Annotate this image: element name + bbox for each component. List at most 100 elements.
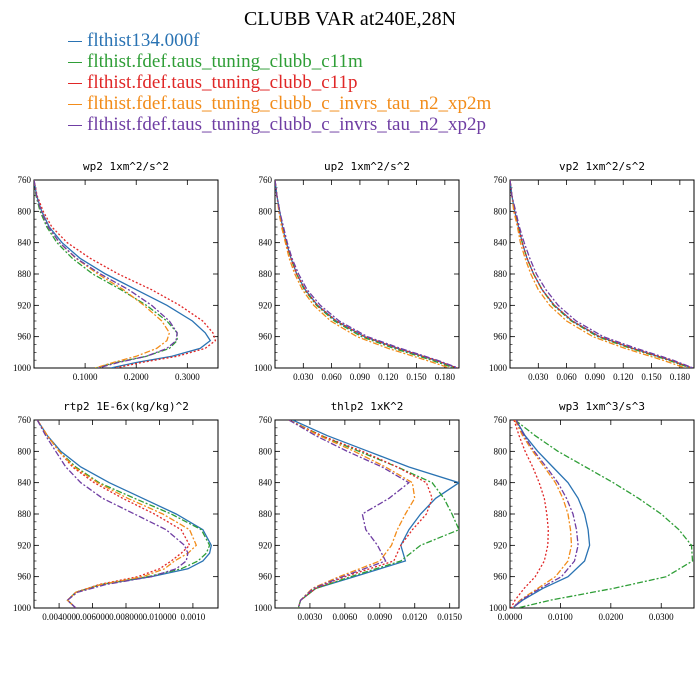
y-tick-label: 840	[18, 238, 32, 248]
y-tick-label: 800	[18, 446, 32, 456]
y-tick-label: 800	[494, 206, 508, 216]
panel-1: up2 1xm^2/s^2 760 800 840 880 920 960 1000 0.030…	[254, 160, 460, 382]
x-tick-label: 0.090	[350, 372, 371, 382]
series-line	[512, 420, 573, 608]
x-tick-label: 0.120	[613, 372, 634, 382]
y-tick-label: 760	[18, 415, 32, 425]
x-tick-label: 0.0300	[649, 612, 674, 622]
x-tick-label: 0.0090	[367, 612, 392, 622]
y-tick-label: 1000	[13, 363, 32, 373]
x-tick-label: 0.120	[378, 372, 399, 382]
plot-frame	[33, 179, 219, 369]
y-tick-label: 840	[494, 238, 508, 248]
series-line	[510, 180, 686, 368]
panel-3: rtp2 1E-6x(kg/kg)^2 760 800 840 880 920 960 100…	[13, 400, 219, 622]
panel-title: thlp2 1xK^2	[331, 400, 404, 413]
y-tick-label: 760	[494, 175, 508, 185]
y-tick-label: 920	[494, 300, 508, 310]
panel-5: wp3 1xm^3/s^3 760 800 840 880 920 960 10000.000…	[489, 400, 695, 622]
series-line	[34, 180, 178, 368]
y-tick-label: 760	[259, 415, 273, 425]
y-tick-label: 1000	[254, 603, 273, 613]
legend-swatch	[68, 125, 82, 126]
y-tick-label: 800	[18, 206, 32, 216]
x-tick-label: 0.180	[435, 372, 456, 382]
x-tick-label: 0.0030	[298, 612, 323, 622]
y-tick-label: 800	[259, 446, 273, 456]
plot-frame	[509, 419, 695, 609]
x-tick-label: 0.006000	[76, 612, 110, 622]
series-line	[36, 420, 191, 608]
y-tick-label: 840	[494, 478, 508, 488]
y-tick-label: 1000	[489, 603, 508, 613]
y-tick-label: 960	[494, 572, 508, 582]
series-line	[34, 180, 212, 368]
y-tick-label: 960	[18, 572, 32, 582]
series-line	[288, 420, 459, 608]
x-tick-label: 0.0150	[437, 612, 462, 622]
y-tick-label: 960	[18, 332, 32, 342]
legend-label: flthist134.000f	[87, 30, 200, 51]
y-tick-label: 880	[259, 269, 273, 279]
series-line	[36, 420, 198, 608]
legend-item: flthist.fdef.taus_tuning_clubb_c11m	[68, 51, 491, 72]
y-tick-label: 1000	[489, 363, 508, 373]
y-tick-label: 840	[259, 478, 273, 488]
y-tick-label: 880	[18, 509, 32, 519]
y-tick-label: 880	[18, 269, 32, 279]
x-tick-label: 0.030	[528, 372, 549, 382]
legend-item: flthist134.000f	[68, 30, 491, 51]
legend-swatch	[68, 104, 82, 105]
series-line	[514, 420, 694, 608]
x-tick-label: 0.0200	[598, 612, 623, 622]
x-tick-label: 0.0120	[402, 612, 427, 622]
y-tick-label: 960	[259, 332, 273, 342]
x-tick-label: 0.004000	[42, 612, 76, 622]
series-line	[510, 420, 549, 608]
x-tick-label: 0.010000	[143, 612, 177, 622]
panel-0: wp2 1xm^2/s^2 760 800 840 880 920 960 1000 0.100…	[13, 160, 219, 382]
series-line	[275, 180, 458, 368]
x-tick-label: 0.060	[556, 372, 577, 382]
series-line	[288, 420, 411, 608]
y-tick-label: 760	[18, 175, 32, 185]
y-tick-label: 1000	[254, 363, 273, 373]
y-tick-label: 840	[259, 238, 273, 248]
x-tick-label: 0.180	[670, 372, 691, 382]
y-tick-label: 920	[259, 300, 273, 310]
series-line	[292, 420, 459, 608]
y-tick-label: 760	[259, 175, 273, 185]
y-tick-label: 800	[494, 446, 508, 456]
series-line	[512, 420, 591, 608]
x-tick-label: 0.3000	[175, 372, 200, 382]
panel-title: up2 1xm^2/s^2	[324, 160, 410, 173]
y-tick-label: 920	[259, 540, 273, 550]
panel-4: thlp2 1xK^2 760 800 840 880 920 960 1000 0.0030 0…	[254, 400, 463, 622]
y-tick-label: 760	[494, 415, 508, 425]
legend-label: flthist.fdef.taus_tuning_clubb_c_invrs_t…	[87, 93, 492, 114]
x-tick-label: 0.030	[293, 372, 314, 382]
y-tick-label: 920	[18, 540, 32, 550]
x-tick-label: 0.2000	[124, 372, 149, 382]
x-tick-label: 0.008000	[109, 612, 143, 622]
series-line	[288, 420, 416, 608]
legend-swatch	[68, 83, 82, 84]
legend-item: flthist.fdef.taus_tuning_clubb_c_invrs_t…	[68, 114, 491, 135]
x-tick-label: 0.150	[406, 372, 427, 382]
legend-swatch	[68, 41, 82, 42]
x-tick-label: 0.0100	[548, 612, 573, 622]
x-tick-label: 0.060	[321, 372, 342, 382]
legend-label: flthist.fdef.taus_tuning_clubb_c11m	[87, 51, 363, 72]
y-tick-label: 920	[494, 540, 508, 550]
y-tick-label: 880	[259, 509, 273, 519]
x-tick-label: 0.0010	[181, 612, 206, 622]
legend-item: flthist.fdef.taus_tuning_clubb_c_invrs_t…	[68, 93, 491, 114]
y-tick-label: 880	[494, 269, 508, 279]
series-line	[275, 180, 450, 368]
panel-title: wp3 1xm^3/s^3	[559, 400, 645, 413]
series-line	[34, 180, 178, 368]
series-line	[510, 180, 694, 368]
x-tick-label: 0.150	[641, 372, 662, 382]
y-tick-label: 960	[494, 332, 508, 342]
x-tick-label: 0.1000	[73, 372, 98, 382]
